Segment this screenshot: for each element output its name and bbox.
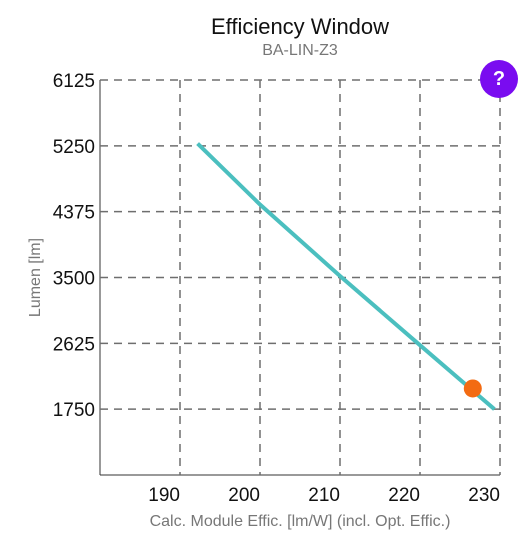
- y-tick-label: 2625: [53, 334, 95, 355]
- chart-title: Efficiency Window: [210, 14, 390, 39]
- y-tick-label: 4375: [53, 203, 95, 224]
- help-button[interactable]: ?: [480, 60, 518, 98]
- series-line: [196, 142, 496, 411]
- x-tick-label: 200: [228, 485, 260, 506]
- x-tick-label: 210: [308, 485, 340, 506]
- x-tick-label: 230: [468, 485, 500, 506]
- y-tick-label: 3500: [53, 269, 95, 290]
- y-tick-label: 6125: [53, 71, 95, 92]
- x-tick-label: 220: [388, 485, 420, 506]
- y-tick-label: 1750: [53, 400, 95, 421]
- highlight-point: [463, 379, 482, 398]
- x-axis-label: Calc. Module Effic. [lm/W] (incl. Opt. E…: [150, 513, 451, 530]
- x-tick-label: 190: [148, 485, 180, 506]
- chart-subtitle: BA-LIN-Z3: [262, 42, 338, 59]
- y-tick-label: 5250: [53, 137, 95, 158]
- y-axis-label: Lumen [lm]: [27, 238, 44, 317]
